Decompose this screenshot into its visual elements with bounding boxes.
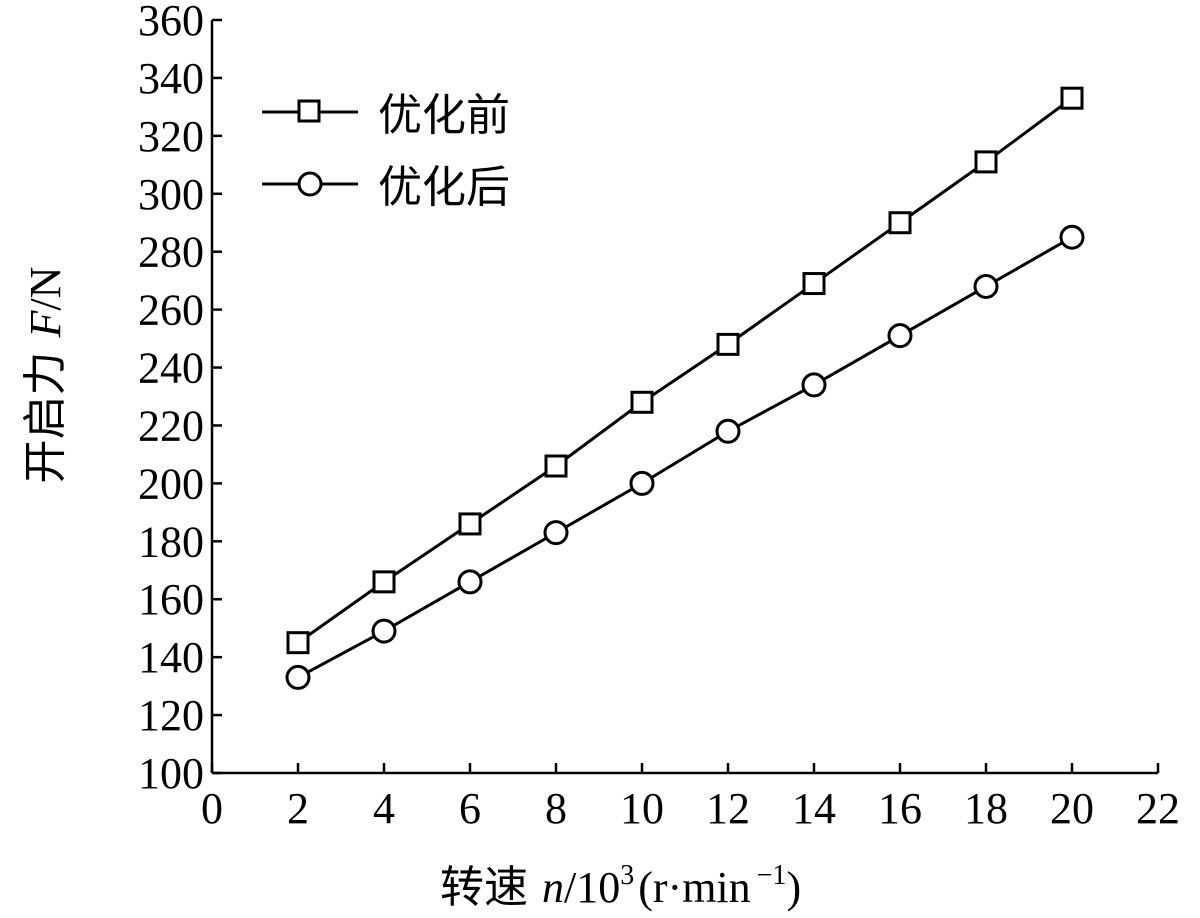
- y-tick-label: 300: [138, 170, 204, 219]
- series-layer: [285, 86, 1085, 690]
- data-point-circle: [887, 323, 913, 349]
- legend-label-series-2: 优化后: [378, 162, 510, 213]
- y-tick-label: 140: [138, 633, 204, 682]
- data-point-square: [630, 390, 654, 414]
- y-tick-label: 220: [138, 401, 204, 450]
- x-tick-label: 18: [964, 784, 1008, 833]
- y-tick-label: 340: [138, 54, 204, 103]
- x-tick-label: 14: [792, 784, 836, 833]
- legend-label-series-1: 优化前: [378, 90, 510, 141]
- data-point-square: [286, 631, 310, 655]
- data-point-circle: [1059, 224, 1085, 250]
- data-point-square: [458, 512, 482, 536]
- data-point-circle: [457, 569, 483, 595]
- x-ticks: 0 2 4 6 8 10 12 14 16 18 20 22: [201, 763, 1180, 833]
- y-tick-label: 280: [138, 228, 204, 277]
- data-point-circle: [715, 418, 741, 444]
- x-axis-title-unit: (r·min: [638, 863, 750, 912]
- y-tick-label: 320: [138, 112, 204, 161]
- series-1: [286, 86, 1084, 655]
- data-point-circle: [801, 372, 827, 398]
- x-axis-title-variable: n: [542, 863, 564, 912]
- legend-item-series-1: 优化前: [262, 90, 510, 141]
- x-tick-label: 10: [620, 784, 664, 833]
- data-point-square: [544, 454, 568, 478]
- data-point-square: [974, 150, 998, 174]
- x-tick-label: 0: [201, 784, 223, 833]
- y-tick-label: 120: [138, 691, 204, 740]
- data-point-square: [372, 570, 396, 594]
- x-axis-title-prefix: 转速: [440, 862, 528, 913]
- x-axis-title-exponent: 3: [620, 860, 634, 891]
- series-2: [285, 224, 1085, 690]
- data-point-circle: [543, 520, 569, 546]
- data-point-square: [888, 211, 912, 235]
- x-axis-title: 转速 n/103(r·min −1): [440, 860, 801, 913]
- data-point-circle: [285, 664, 311, 690]
- data-point-circle: [371, 618, 397, 644]
- data-point-circle: [973, 273, 999, 299]
- y-axis-title-variable: F: [21, 309, 70, 338]
- x-tick-label: 2: [287, 784, 309, 833]
- x-tick-label: 22: [1136, 784, 1180, 833]
- y-tick-label: 360: [138, 0, 204, 45]
- x-tick-label: 16: [878, 784, 922, 833]
- x-tick-label: 20: [1050, 784, 1094, 833]
- legend-marker-circle: [297, 171, 323, 197]
- x-tick-label: 4: [373, 784, 395, 833]
- y-tick-label: 180: [138, 517, 204, 566]
- x-axis-title-unit-close: ): [786, 863, 801, 912]
- x-axis-title-slash: /: [564, 863, 577, 912]
- data-point-square: [716, 332, 740, 356]
- y-axis-title: 开启力 F/N: [20, 267, 71, 484]
- data-point-circle: [629, 470, 655, 496]
- y-ticks: 100 120 140 160 180 200 220 240 260 280 300 320 340 3…: [138, 0, 222, 798]
- y-axis-title-prefix: 开启力: [20, 351, 71, 483]
- x-tick-label: 8: [545, 784, 567, 833]
- y-tick-label: 260: [138, 286, 204, 335]
- data-point-square: [802, 272, 826, 296]
- legend: 优化前 优化后: [262, 90, 510, 213]
- legend-marker-square: [297, 99, 321, 123]
- y-axis-title-unit: /N: [21, 267, 70, 311]
- legend-item-series-2: 优化后: [262, 162, 510, 213]
- x-tick-label: 12: [706, 784, 750, 833]
- x-tick-label: 6: [459, 784, 481, 833]
- series-line-2: [297, 235, 1073, 679]
- x-axis-title-base: 10: [576, 863, 620, 912]
- y-tick-label: 240: [138, 344, 204, 393]
- y-tick-label: 200: [138, 459, 204, 508]
- y-tick-label: 100: [138, 749, 204, 798]
- data-point-square: [1060, 86, 1084, 110]
- y-tick-label: 160: [138, 575, 204, 624]
- series-line-1: [297, 96, 1073, 644]
- x-axis-title-unit-exponent: −1: [757, 860, 787, 891]
- axes: [210, 20, 1158, 775]
